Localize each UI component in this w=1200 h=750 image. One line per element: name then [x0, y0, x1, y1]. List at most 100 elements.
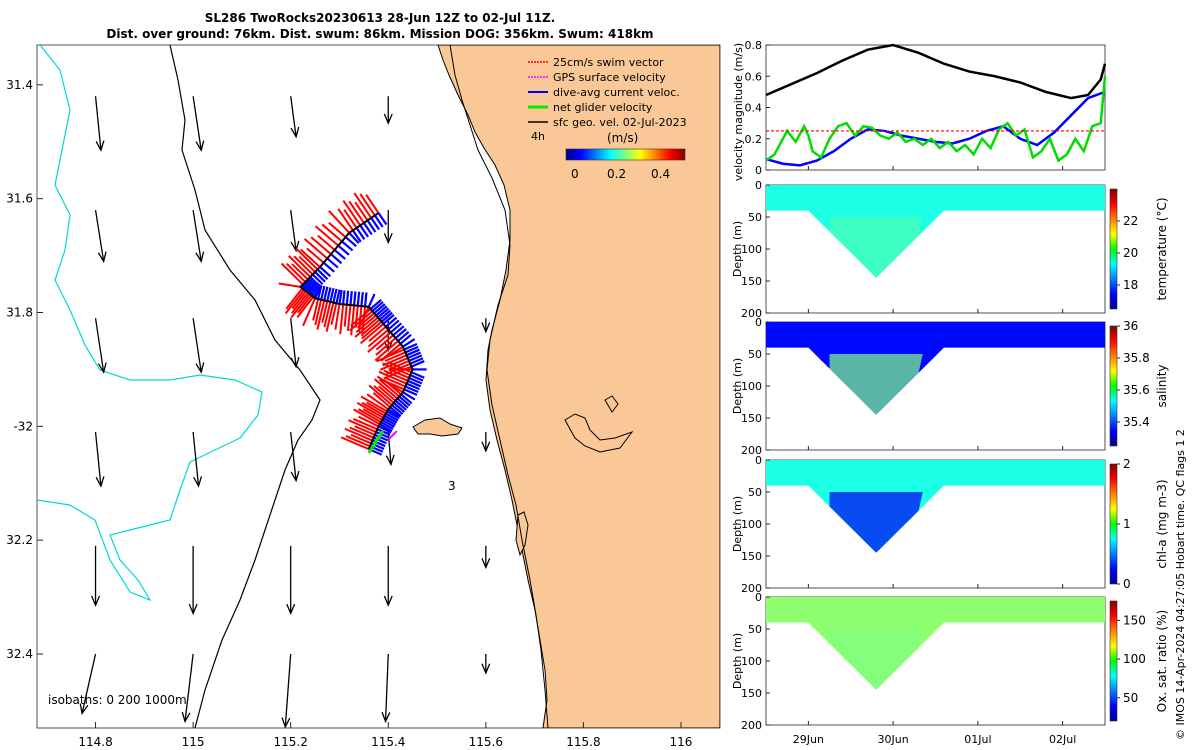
swim-vector [372, 392, 391, 408]
swim-vector [359, 193, 376, 216]
swim-vector [355, 314, 377, 334]
section-ylabel: Depth (m) [731, 633, 744, 689]
velocity-y-tick-label: 0.8 [745, 39, 763, 52]
section-y-tick-label: 200 [741, 307, 762, 320]
velocity-series-line [765, 76, 1107, 163]
velocity-panel: 0 0.2 0.4 0.6 0.8 velocity magnitude (m/s) [732, 39, 1107, 181]
map-annotation: 3 [448, 479, 456, 493]
geo-vector-head [481, 558, 491, 570]
dive-avg-vector [374, 433, 389, 442]
section-y-tick-label: 0 [755, 179, 762, 192]
section-colorbar [1109, 463, 1118, 585]
colorbar-tick-label: 35.6 [1123, 383, 1150, 397]
island [564, 413, 634, 453]
swim-vector [278, 282, 301, 288]
swim-vector [346, 304, 352, 332]
geo-vector-head [188, 603, 198, 616]
isobath-1000m [37, 45, 263, 602]
dive-avg-vector [344, 236, 357, 248]
dive-avg-vector [320, 285, 326, 300]
section-y-tick-label: 150 [741, 550, 762, 563]
section-y-tick-label: 200 [741, 444, 762, 457]
time-x-tick-label: 30Jun [878, 733, 909, 746]
swim-vector [344, 427, 373, 442]
time-x-ticks: 29Jun 30Jun 01Jul 02Jul [793, 733, 1076, 746]
velocity-y-tick-label: 0.6 [745, 70, 763, 83]
swim-vector [321, 300, 329, 323]
swim-vector [350, 433, 372, 445]
swim-vector [361, 401, 386, 417]
dive-avg-vector [310, 283, 321, 297]
swim-vector [339, 304, 345, 335]
swim-vector [383, 379, 402, 396]
swim-vector [291, 291, 309, 314]
geo-vector-head [79, 703, 89, 716]
dive-avg-vector [308, 282, 320, 295]
swim-vector [297, 294, 313, 314]
geo-vector-head [290, 240, 300, 253]
map-y-tick-label: 32.4 [6, 647, 33, 661]
section-deep-feature [829, 492, 923, 553]
geo-vector-head [195, 140, 205, 152]
swim-vector [314, 225, 339, 247]
swim-vector [362, 318, 381, 335]
colorbar-tick-label: 20 [1123, 246, 1138, 260]
swim-vector [280, 262, 304, 286]
swim-vector [328, 210, 350, 234]
dive-avg-vector [317, 285, 323, 300]
section-y-tick-label: 100 [741, 655, 762, 668]
geo-vector-head [290, 126, 300, 139]
dive-avg-vector [389, 322, 403, 334]
swim-vector [303, 238, 328, 260]
dive-avg-vector [394, 399, 407, 411]
swim-vector [317, 234, 336, 251]
swim-vector [350, 308, 372, 327]
section-ylabel: Depth (m) [731, 221, 744, 277]
geo-vector-head [95, 476, 105, 488]
section-y-tick-label: 150 [741, 687, 762, 700]
dive-avg-vector [406, 382, 420, 391]
speed-colorbar [565, 148, 686, 161]
dive-avg-vector [353, 291, 357, 306]
swim-vector [368, 384, 393, 406]
velocity-y-tick-label: 0.4 [745, 102, 763, 115]
geo-vector-head [383, 232, 393, 245]
dive-avg-vector [351, 229, 362, 243]
swim-vector [345, 435, 371, 448]
dive-avg-vector [314, 271, 326, 283]
swim-vector [374, 340, 399, 362]
map-y-tick-label: 31.8 [6, 306, 33, 320]
time-x-tick-label: 29Jun [793, 733, 824, 746]
dive-avg-vector [394, 328, 407, 339]
swim-vector [366, 393, 389, 411]
swim-vector [373, 378, 399, 400]
geo-vector [192, 318, 202, 373]
section-field [766, 597, 1105, 690]
colorbar-tick-label: 35.8 [1123, 351, 1150, 365]
dive-avg-vector [375, 305, 388, 317]
geo-vector [290, 209, 297, 251]
section-deep-feature [829, 354, 923, 415]
geo-vector [192, 96, 202, 151]
dive-avg-vector [409, 357, 424, 365]
geo-vector [284, 653, 292, 727]
swim-vector [378, 385, 397, 402]
swim-vector [383, 343, 402, 359]
time-x-tick-label: 02Jul [1049, 733, 1076, 746]
colorbar-tick-label: 36 [1123, 319, 1138, 333]
dive-avg-vector [326, 287, 332, 302]
swim-vector [356, 402, 384, 419]
dive-avg-vector [359, 224, 369, 238]
swim-vector [354, 425, 376, 436]
legend-gps-velocity: GPS surface velocity [553, 71, 666, 84]
swim-vector [337, 208, 354, 231]
dive-avg-vector [400, 393, 413, 405]
swim-vector [299, 248, 321, 268]
dive-avg-vector [379, 309, 392, 321]
dive-avg-vector [402, 338, 416, 348]
velocity-ylabel: velocity magnitude (m/s) [732, 43, 745, 181]
section-y-tick-label: 100 [741, 243, 762, 256]
dive-avg-vector [332, 288, 338, 303]
time-x-tick-label: 01Jul [964, 733, 991, 746]
